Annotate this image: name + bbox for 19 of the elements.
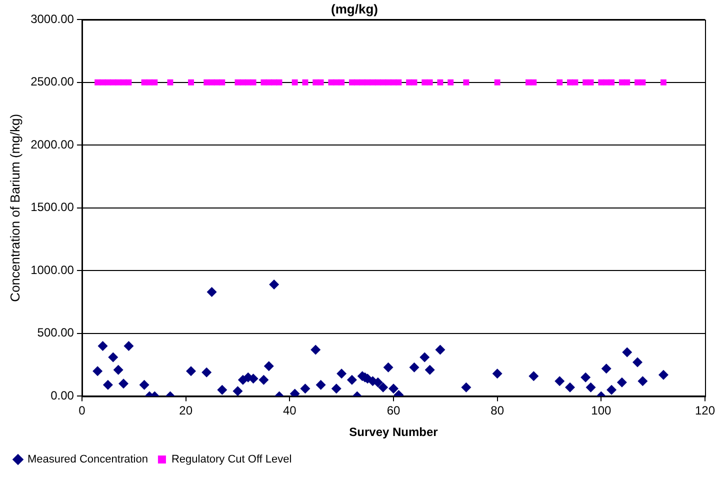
legend-label: Regulatory Cut Off Level — [171, 454, 292, 466]
x-tick-label: 120 — [694, 404, 716, 418]
y-tick-label: 1000.00 — [30, 262, 74, 277]
x-tick-label: 100 — [591, 404, 612, 418]
y-axis-title: Concentration of Barium (mg/kg) — [7, 114, 22, 302]
y-tick-label: 500.00 — [37, 326, 74, 340]
y-tick-label: 3000.00 — [30, 12, 74, 26]
y-tick-label: 2500.00 — [30, 74, 74, 89]
x-tick-label: 0 — [78, 404, 86, 418]
x-tick-label: 80 — [490, 404, 504, 418]
x-axis-title: Survey Number — [349, 425, 438, 440]
legend-label: Measured Concentration — [28, 454, 148, 466]
y-tick-label: 1500.00 — [30, 200, 74, 214]
y-tick-label: 0.00 — [50, 388, 74, 403]
x-tick-label: 40 — [282, 404, 297, 418]
chart-title: (mg/kg) — [331, 1, 378, 16]
x-tick-label: 20 — [179, 404, 193, 418]
x-tick-label: 60 — [386, 404, 400, 418]
y-tick-label: 2000.00 — [30, 137, 74, 152]
